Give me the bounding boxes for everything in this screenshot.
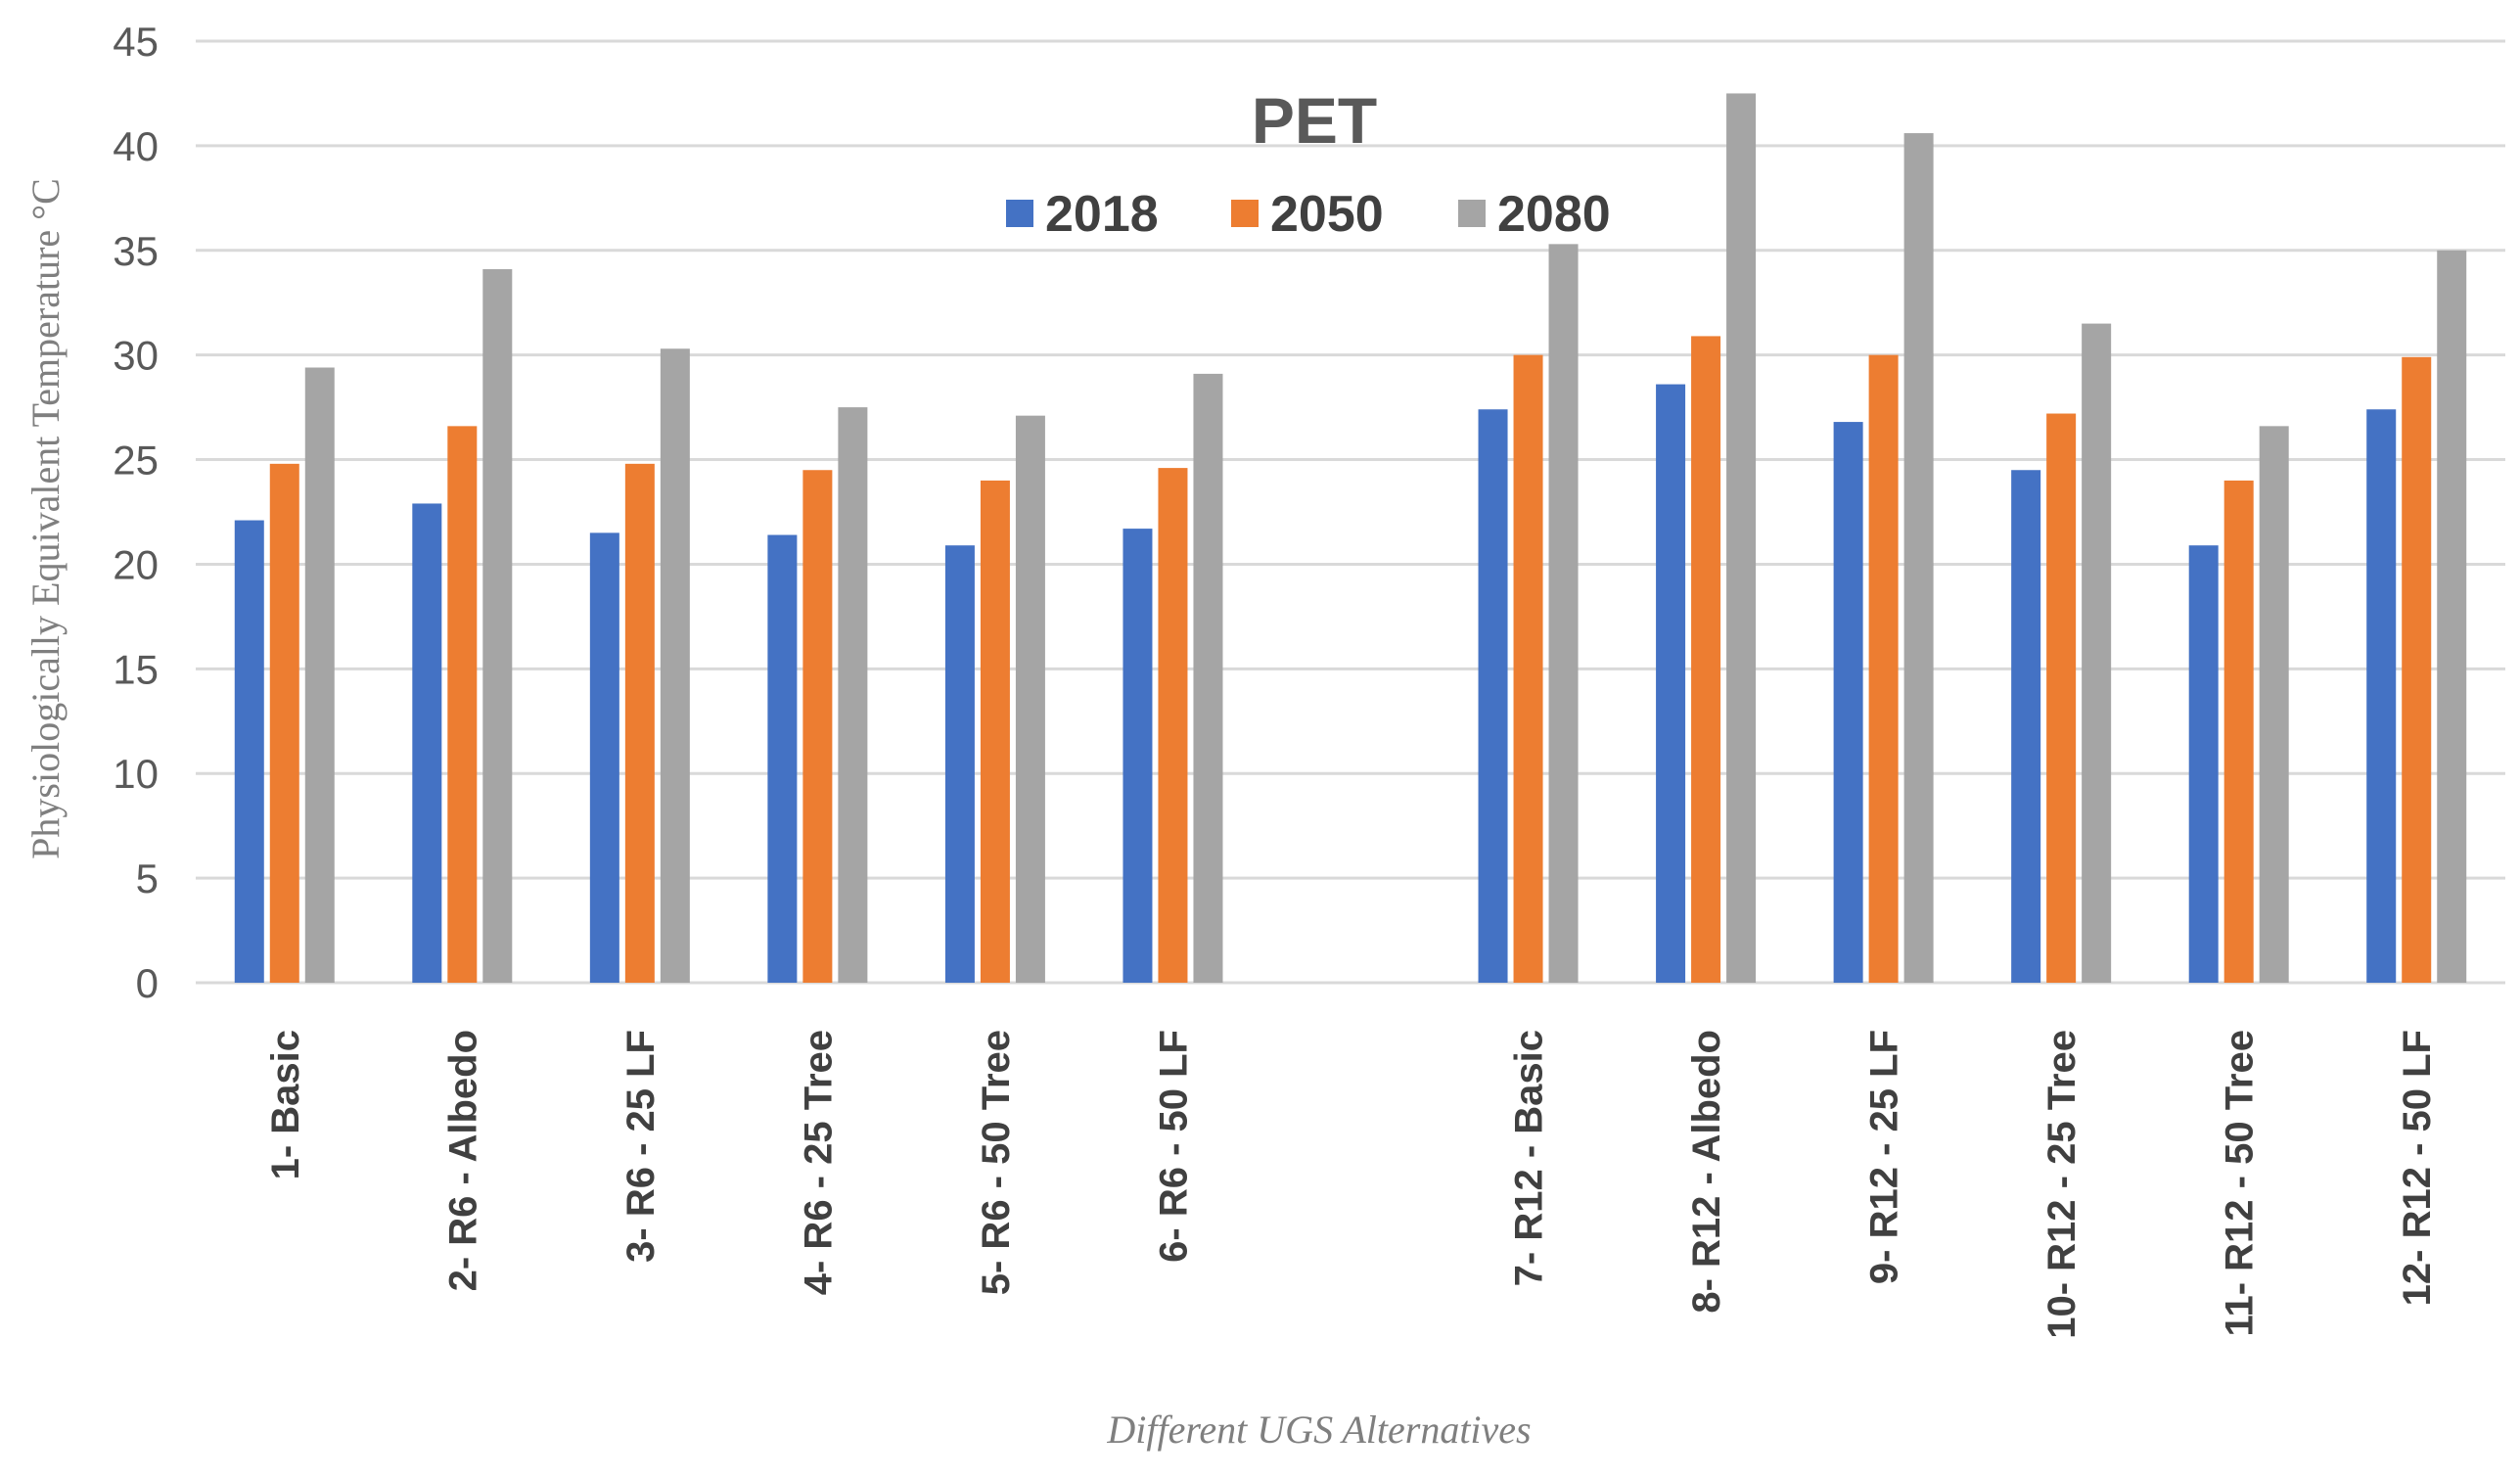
legend: 2018 2050 2080 (1006, 186, 1611, 243)
bar-2018 (1833, 422, 1863, 983)
bar-2050 (447, 426, 478, 984)
bar-2018 (1656, 384, 1686, 983)
x-category-label: 12- R12 - 50 LF (2396, 1030, 2439, 1306)
bar-2080 (2259, 426, 2289, 984)
y-tick-label: 15 (113, 646, 159, 692)
y-tick-label: 0 (136, 960, 159, 1006)
legend-label: 2018 (1045, 186, 1159, 243)
bar-2050 (1158, 468, 1188, 983)
bar-2050 (2402, 356, 2432, 983)
bar-2050 (980, 480, 1010, 983)
legend-label: 2080 (1497, 186, 1611, 243)
bar-2018 (589, 532, 619, 983)
bar-2018 (1123, 529, 1153, 983)
bar-2080 (2082, 323, 2112, 984)
bar-2080 (1548, 244, 1579, 983)
bar-2018 (767, 534, 798, 983)
bar-2080 (1015, 415, 1045, 983)
y-tick-label: 10 (113, 751, 159, 797)
legend-swatch (1006, 200, 1033, 227)
bar-2080 (660, 348, 690, 984)
bar-2050 (1513, 354, 1543, 984)
legend-swatch (1458, 200, 1486, 227)
y-tick-label: 45 (113, 19, 159, 65)
bar-2050 (624, 463, 655, 983)
bar-2018 (944, 545, 975, 983)
legend-swatch (1231, 200, 1259, 227)
bar-2018 (412, 503, 442, 983)
y-tick-label: 40 (113, 123, 159, 169)
x-axis-category-labels: 1- Basic 2- R6 - Albedo 3- R6 - 25 LF 4- R6… (264, 1030, 2439, 1339)
bar-2050 (269, 463, 299, 983)
y-axis-ticks: 0 5 10 15 20 25 30 35 40 45 (113, 19, 159, 1006)
x-category-label: 7- R12 - Basic (1508, 1030, 1551, 1286)
y-tick-label: 30 (113, 333, 159, 379)
bar-2080 (1193, 373, 1223, 983)
bar-2080 (838, 407, 868, 984)
x-category-label: 2- R6 - Albedo (441, 1030, 484, 1291)
bar-2018 (234, 520, 264, 983)
x-category-label: 8- R12 - Albedo (1685, 1030, 1728, 1314)
x-category-label: 6- R6 - 50 LF (1152, 1030, 1195, 1263)
bar-2050 (2046, 413, 2077, 984)
gridlines (196, 39, 2505, 985)
x-axis-label: Different UGS Alternatives (1106, 1408, 1531, 1452)
y-tick-label: 20 (113, 541, 159, 587)
bar-2080 (482, 269, 513, 983)
y-tick-label: 25 (113, 438, 159, 484)
bar-2080 (1726, 93, 1757, 983)
chart-title: PET (1252, 84, 1377, 157)
bar-2080 (304, 367, 335, 983)
bar-2050 (1868, 354, 1899, 984)
bar-2050 (1691, 336, 1721, 984)
bar-2018 (1478, 409, 1508, 983)
bars (234, 93, 2467, 984)
y-axis-label: Physiologically Equivalent Temperature °… (23, 178, 68, 859)
bar-2018 (2366, 409, 2397, 983)
x-category-label: 4- R6 - 25 Tree (797, 1030, 840, 1295)
legend-label: 2050 (1270, 186, 1384, 243)
y-tick-label: 35 (113, 228, 159, 274)
x-category-label: 9- R12 - 25 LF (1863, 1030, 1906, 1284)
x-category-label: 11- R12 - 50 Tree (2219, 1030, 2262, 1337)
bar-2080 (1903, 133, 1934, 983)
x-category-label: 5- R6 - 50 Tree (975, 1030, 1018, 1295)
y-tick-label: 5 (136, 855, 159, 901)
bar-2080 (2437, 250, 2467, 983)
x-category-label: 3- R6 - 25 LF (619, 1030, 663, 1263)
bar-2050 (2223, 480, 2254, 983)
x-category-label: 1- Basic (264, 1030, 307, 1179)
bar-2050 (802, 470, 833, 983)
bar-2018 (2188, 545, 2219, 983)
x-category-label: 10- R12 - 25 Tree (2040, 1030, 2084, 1339)
bar-2018 (2011, 470, 2041, 983)
